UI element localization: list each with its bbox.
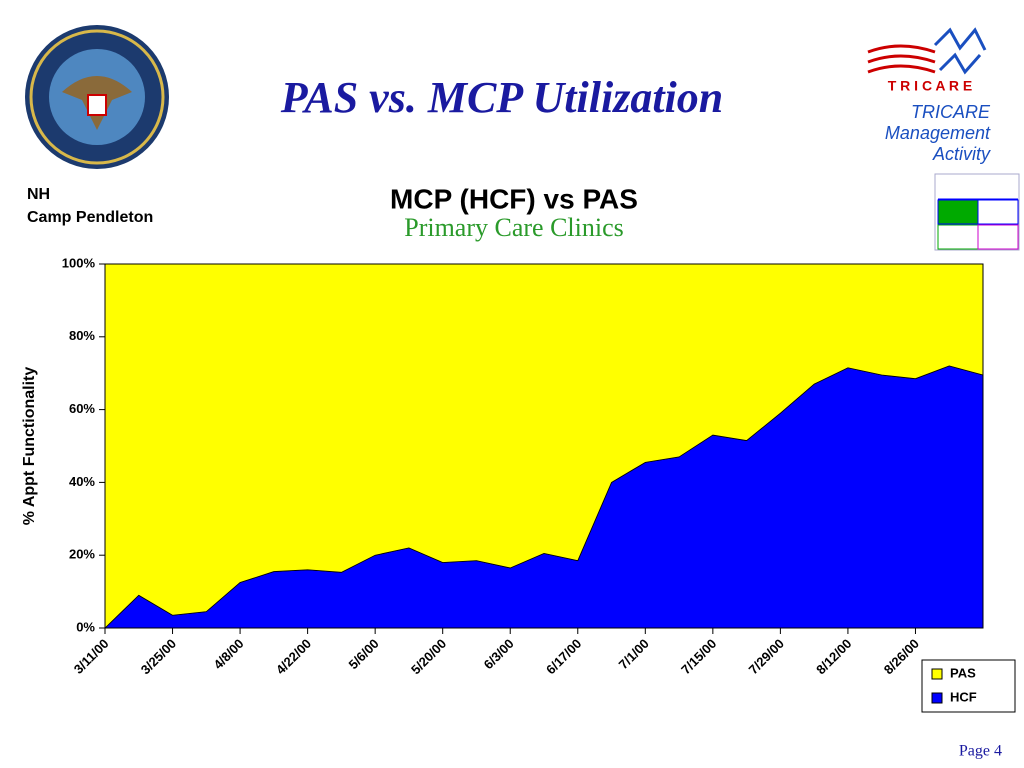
x-tick-label: 8/12/00 — [813, 636, 854, 677]
x-tick-label: 7/15/00 — [678, 636, 719, 677]
x-tick-label: 4/22/00 — [273, 636, 314, 677]
x-tick-label: 3/25/00 — [138, 636, 179, 677]
legend-swatch — [931, 692, 943, 704]
y-tick-label: 60% — [69, 401, 95, 416]
page-number: Page 4 — [959, 743, 1002, 760]
location: NH — [27, 186, 50, 203]
x-tick-label: 6/17/00 — [543, 636, 584, 677]
chart-title: MCP (HCF) vs PAS — [390, 183, 638, 214]
y-tick-label: 100% — [62, 255, 96, 270]
legend-swatch — [931, 668, 943, 680]
chart: 0% 20% 40% 60% 80% 100% 3/11/00 3/25/00 4/8/00 4/… — [62, 255, 1016, 713]
y-tick-label: 40% — [69, 474, 95, 489]
x-tick-label: 7/29/00 — [746, 636, 787, 677]
logo-line: TRICARE — [911, 102, 991, 122]
y-tick-label: 0% — [76, 619, 95, 634]
legend-label: HCF — [950, 689, 977, 704]
x-tick-label: 5/20/00 — [408, 636, 449, 677]
x-tick-label: 3/11/00 — [71, 636, 112, 677]
x-tick-label: 7/1/00 — [616, 636, 652, 672]
grid-icon — [934, 173, 1020, 251]
x-tick-label: 8/26/00 — [881, 636, 922, 677]
legend-label: PAS — [950, 665, 976, 680]
location: Camp Pendleton — [27, 209, 153, 226]
slide-title: PAS vs. MCP Utilization — [280, 73, 724, 122]
logo-line: Activity — [932, 144, 991, 164]
tricare-logo: T R I C A R E TRICARE Management Activit… — [867, 27, 991, 164]
chart-subtitle: Primary Care Clinics — [404, 213, 624, 242]
y-axis-label: % Appt Functionality — [21, 367, 38, 526]
plot-frame — [104, 263, 984, 629]
y-tick-label: 20% — [69, 547, 95, 562]
x-tick-label: 6/3/00 — [481, 636, 517, 672]
x-tick-label: 5/6/00 — [346, 636, 382, 672]
logo-line: Management — [885, 123, 991, 143]
y-tick-label: 80% — [69, 328, 95, 343]
x-tick-label: 4/8/00 — [210, 636, 246, 672]
logo-letters: T R I C A R E — [888, 78, 973, 94]
seal — [25, 25, 169, 169]
